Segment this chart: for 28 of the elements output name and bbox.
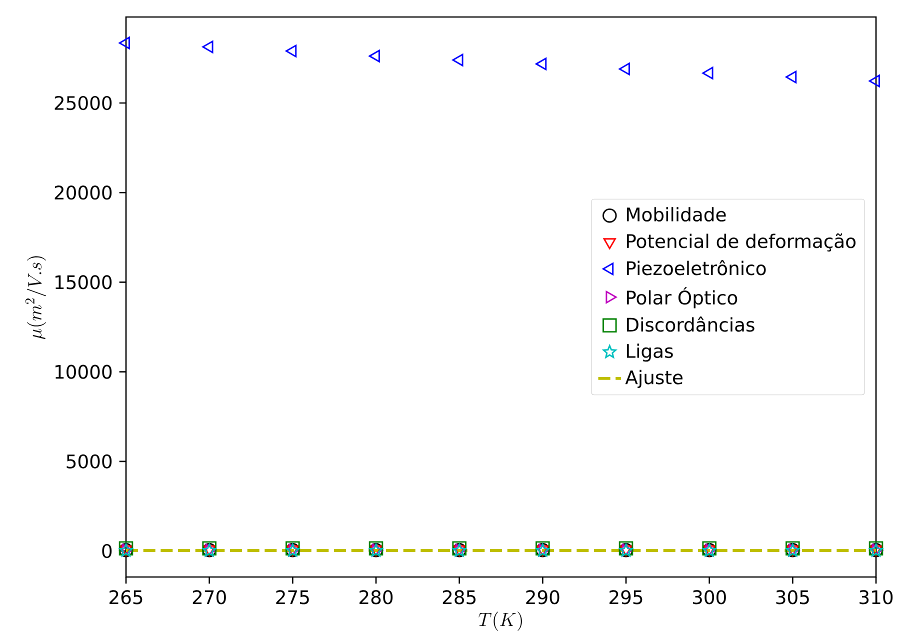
legend-label: Discordâncias: [626, 316, 754, 332]
x-tick-label: 285: [442, 590, 476, 604]
y-tick-label: 0: [102, 544, 112, 558]
x-tick-label: 265: [110, 590, 142, 604]
y-axis-title: $\mu(m^2/V.s)$: [25, 256, 46, 340]
x-tick-label: 305: [776, 590, 809, 604]
legend-label: Potencial de deformação: [626, 233, 856, 252]
y-tick-label: 5000: [66, 454, 112, 468]
y-tick-label: 25000: [54, 96, 112, 110]
x-tick-label: 290: [526, 590, 560, 604]
x-tick-label: 300: [692, 590, 726, 604]
legend-label: Mobilidade: [626, 207, 726, 222]
x-tick-label: 280: [360, 590, 393, 604]
y-tick-label: 20000: [54, 186, 112, 200]
legend-label: Ajuste: [625, 370, 682, 388]
x-tick-label: 295: [610, 590, 642, 604]
x-tick-label: 275: [276, 590, 309, 604]
y-tick-label: 10000: [56, 364, 112, 379]
y-tick-label: 15000: [56, 275, 112, 290]
x-tick-label: 310: [860, 590, 893, 604]
x-tick-label: 270: [192, 590, 226, 604]
legend-label: Ligas: [626, 344, 673, 362]
point: [786, 70, 797, 84]
legend-label: Piezoeletrônico: [626, 260, 766, 276]
point: [286, 44, 297, 58]
point: [536, 58, 547, 70]
legend-label: Polar Óptico: [626, 287, 738, 308]
x-axis-title: $T(K)$: [478, 612, 522, 631]
